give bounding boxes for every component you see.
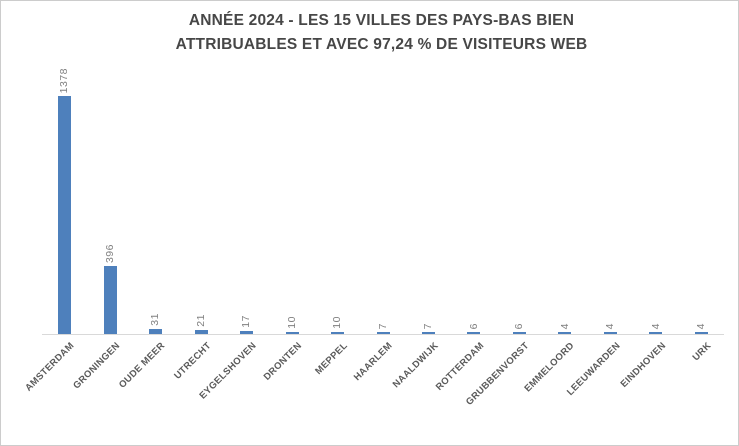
- category-label: URK: [690, 340, 714, 364]
- chart-title-line1: ANNÉE 2024 - LES 15 VILLES DES PAYS-BAS …: [188, 12, 575, 29]
- bar-column: 10 DRONTEN: [262, 57, 314, 382]
- bar-value-label: 4: [604, 322, 617, 329]
- bar-value-label: 4: [558, 322, 571, 329]
- bar: [58, 96, 72, 334]
- bar-column: 1378 AMSTERDAM: [23, 57, 87, 394]
- bar: [603, 332, 617, 334]
- bar-value-label: 10: [331, 316, 344, 329]
- bar-value-label: 17: [240, 315, 253, 328]
- bar: [558, 332, 572, 334]
- bar-column: 4 EMMELOORD: [523, 57, 587, 395]
- bar: [103, 266, 117, 334]
- category-label: HAARLEM: [352, 340, 396, 384]
- bar-column: 7 HAARLEM: [352, 57, 405, 383]
- bar-column: 4 LEEUWARDEN: [565, 57, 633, 398]
- bar-value-label: 396: [103, 243, 116, 263]
- bar-column: 6 GRUBBENVORST: [464, 57, 542, 408]
- bar: [649, 332, 663, 334]
- bar-column: 31 OUDE MEER: [117, 57, 178, 390]
- category-label: NAALDWIJK: [390, 340, 441, 391]
- category-label: MEPPEL: [312, 340, 350, 377]
- bar-value-label: 4: [649, 322, 662, 329]
- category-label: UTRECHT: [171, 340, 214, 382]
- bar-value-label: 6: [513, 322, 526, 329]
- bar-value-label: 7: [422, 322, 435, 329]
- bar-column: 396 GRONINGEN: [71, 57, 132, 391]
- bar: [694, 332, 708, 334]
- bar-column: 7 NAALDWIJK: [391, 57, 451, 391]
- bar-column: 17 EYGELSHOVEN: [197, 57, 269, 401]
- bar-column: 21 UTRECHT: [172, 57, 223, 381]
- category-label: OUDE MEER: [117, 340, 168, 391]
- bar-value-label: 7: [376, 322, 389, 329]
- bar-value-label: 6: [467, 322, 480, 329]
- bar: [467, 332, 481, 334]
- bar: [421, 332, 435, 334]
- category-label: AMSTERDAM: [23, 340, 77, 394]
- category-label: EINDHOVEN: [618, 340, 668, 390]
- category-label: DRONTEN: [261, 340, 305, 383]
- plot-area: 1378 AMSTERDAM 396 GRONINGEN 31 OUDE MEER 21 UT…: [23, 57, 724, 408]
- bar: [240, 331, 254, 334]
- chart-title: ANNÉE 2024 - LES 15 VILLES DES PAYS-BAS …: [29, 9, 734, 57]
- bar: [376, 332, 390, 334]
- bar: [149, 329, 163, 334]
- bar-value-label: 4: [695, 322, 708, 329]
- bar: [331, 332, 345, 334]
- bar: [194, 330, 208, 334]
- bar-value-label: 21: [194, 314, 207, 327]
- bar-column: 10 MEPPEL: [313, 57, 360, 377]
- bar-column: 4 URK: [679, 57, 724, 364]
- bar-value-label: 1378: [58, 67, 71, 93]
- bar: [285, 332, 299, 334]
- bar-column: 4 EINDHOVEN: [618, 57, 678, 390]
- bar: [512, 332, 526, 334]
- bar-value-label: 10: [285, 316, 298, 329]
- bar-value-label: 31: [149, 313, 162, 326]
- category-label: GRONINGEN: [71, 340, 123, 392]
- chart-title-line2: ATTRIBUABLES ET AVEC 97,24 % DE VISITEUR…: [175, 36, 588, 53]
- bar-column: 6 ROTTERDAM: [433, 57, 496, 393]
